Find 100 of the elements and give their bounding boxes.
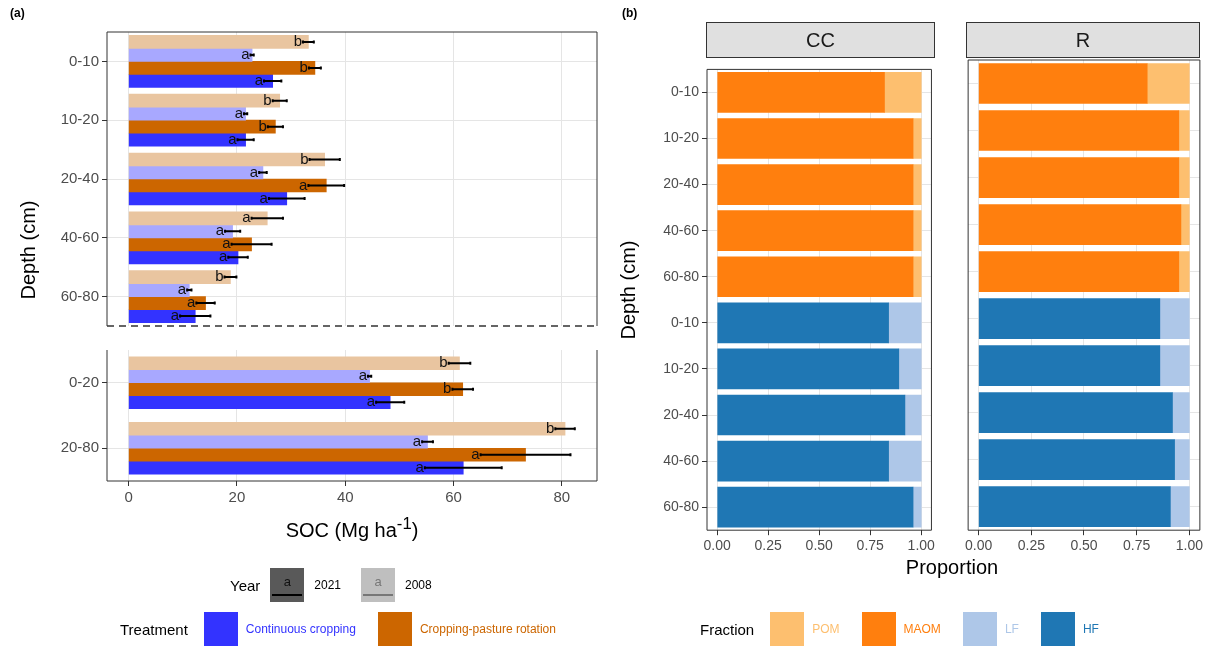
chart-title: CC [806, 28, 835, 52]
bar [912, 164, 922, 205]
bar [128, 224, 233, 239]
y-tick-label: 0-10 [670, 83, 700, 100]
bar [1178, 110, 1190, 151]
x-tick-label: 0.25 [1017, 537, 1046, 554]
bar [978, 392, 1173, 433]
bar [128, 178, 327, 193]
y-axis-title: Depth (cm) [616, 240, 640, 340]
x-tick-label: 0 [124, 488, 133, 506]
data-label: a [234, 103, 244, 121]
data-label: a [412, 431, 422, 449]
bar [128, 356, 460, 371]
bar [717, 486, 914, 528]
bar [717, 72, 885, 113]
bar [128, 270, 231, 284]
bar [912, 256, 922, 298]
chart-title: R [1075, 28, 1091, 52]
bar [128, 421, 566, 436]
y-tick-label: 40-60 [60, 227, 99, 245]
bar [898, 348, 922, 390]
bar [1159, 345, 1190, 386]
y-tick-label: 20-40 [663, 405, 700, 422]
bar [717, 256, 914, 298]
data-label: b [439, 353, 448, 371]
bar [128, 211, 268, 226]
legend-title: Fraction [700, 620, 755, 638]
data-label: a [299, 175, 309, 193]
bar [1170, 486, 1190, 528]
x-tick-label: 20 [228, 488, 246, 506]
text: HF [1082, 622, 1099, 636]
bar [978, 345, 1161, 386]
data-label: a [366, 392, 376, 410]
data-label: b [258, 116, 267, 134]
text: (b) [622, 6, 638, 20]
x-tick-label: 60 [445, 488, 462, 506]
bar [1180, 204, 1190, 245]
x-tick-label: 80 [553, 488, 571, 506]
bar [1178, 251, 1190, 292]
text: 2008 [405, 578, 432, 592]
bar [717, 440, 889, 482]
legend-key: a [270, 568, 305, 602]
data-label: a [358, 366, 368, 384]
y-tick-label: 20-80 [60, 438, 99, 456]
bar [912, 118, 922, 159]
legend-title: Treatment [120, 620, 188, 638]
y-tick-label: 20-40 [60, 169, 99, 187]
bar [978, 63, 1148, 104]
bar [1159, 298, 1190, 339]
x-axis-title: SOC (Mg ha$^{-1}$) [285, 514, 419, 542]
data-label: b [293, 32, 302, 50]
bar [128, 369, 370, 384]
x-tick-label: 1.00 [1175, 537, 1204, 554]
data-label: a [228, 129, 238, 147]
y-tick-label: 60-80 [663, 498, 700, 515]
data-label: b [545, 418, 555, 436]
data-label: b [215, 267, 224, 285]
text: 2021 [314, 578, 342, 592]
bar [128, 48, 253, 62]
y-tick-label: 10-20 [663, 129, 700, 146]
data-label: a [170, 306, 180, 324]
y-tick-label: 20-40 [663, 175, 700, 192]
data-label: a [415, 457, 425, 475]
data-label: a [254, 71, 264, 89]
bar [128, 447, 526, 462]
bar [128, 35, 309, 49]
bar [128, 61, 316, 75]
y-tick-label: 0-20 [68, 372, 99, 390]
data-label: a [177, 280, 187, 298]
bar [1146, 63, 1190, 104]
data-label: a [241, 45, 251, 63]
y-tick-label: 40-60 [663, 451, 700, 468]
bar [717, 118, 914, 159]
bar [128, 237, 252, 252]
bar [128, 191, 288, 206]
text: POM [812, 622, 840, 636]
bar [128, 152, 325, 167]
y-tick-label: 10-20 [663, 359, 700, 376]
data-label: b [300, 149, 309, 167]
bar [128, 382, 464, 397]
x-tick-label: 40 [336, 488, 354, 506]
bar [128, 165, 264, 180]
x-tick-label: 1.00 [907, 537, 936, 554]
x-tick-label: 0.25 [754, 537, 783, 554]
data-label: a [259, 188, 269, 206]
bar [978, 157, 1180, 198]
y-tick-label: 10-20 [60, 110, 99, 128]
x-tick-label: 0.50 [1070, 537, 1098, 554]
bar [912, 210, 922, 252]
text: Year [230, 576, 261, 594]
bar [128, 119, 276, 134]
y-tick-label: 0-10 [68, 51, 99, 69]
bar [978, 204, 1182, 245]
bar [888, 302, 922, 344]
text: (a) [10, 6, 25, 20]
text: Continuous cropping [245, 622, 356, 636]
bar [128, 74, 274, 88]
bar [717, 348, 900, 390]
bar [717, 302, 889, 344]
text: LF [1004, 622, 1019, 636]
